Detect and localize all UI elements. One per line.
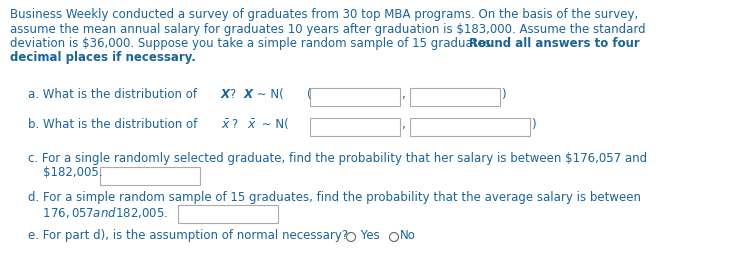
- Text: ?: ?: [232, 118, 242, 131]
- Text: ,: ,: [401, 88, 404, 101]
- FancyBboxPatch shape: [310, 88, 400, 106]
- Text: assume the mean annual salary for graduates 10 years after graduation is $183,00: assume the mean annual salary for gradua…: [10, 22, 646, 36]
- Text: Business Weekly conducted a survey of graduates from 30 top MBA programs. On the: Business Weekly conducted a survey of gr…: [10, 8, 638, 21]
- Text: b. What is the distribution of: b. What is the distribution of: [28, 118, 201, 131]
- Text: ): ): [531, 118, 536, 131]
- Text: ?: ?: [230, 88, 240, 101]
- Text: $176,057 and $182,005.: $176,057 and $182,005.: [28, 205, 168, 220]
- FancyBboxPatch shape: [100, 167, 200, 185]
- Text: $182,005.: $182,005.: [28, 167, 103, 179]
- Text: deviation is $36,000. Suppose you take a simple random sample of 15 graduates.: deviation is $36,000. Suppose you take a…: [10, 37, 498, 50]
- Text: ∼ N(: ∼ N(: [253, 88, 284, 101]
- Text: d. For a simple random sample of 15 graduates, find the probability that the ave: d. For a simple random sample of 15 grad…: [28, 190, 641, 204]
- Text: $\bar{x}$: $\bar{x}$: [247, 118, 257, 132]
- FancyBboxPatch shape: [178, 205, 278, 223]
- FancyBboxPatch shape: [410, 88, 500, 106]
- Text: c. For a single randomly selected graduate, find the probability that her salary: c. For a single randomly selected gradua…: [28, 152, 647, 165]
- Text: decimal places if necessary.: decimal places if necessary.: [10, 52, 196, 64]
- Text: X: X: [244, 88, 253, 101]
- FancyBboxPatch shape: [310, 118, 400, 136]
- Text: ∼ N(: ∼ N(: [258, 118, 289, 131]
- Text: $\bar{x}$: $\bar{x}$: [221, 118, 231, 132]
- Text: X: X: [221, 88, 230, 101]
- Text: Round all answers to four: Round all answers to four: [469, 37, 640, 50]
- Text: (: (: [307, 88, 312, 101]
- Text: a. What is the distribution of: a. What is the distribution of: [28, 88, 201, 101]
- Circle shape: [347, 232, 356, 241]
- Text: ): ): [501, 88, 506, 101]
- Circle shape: [389, 232, 398, 241]
- Text: e. For part d), is the assumption of normal necessary?: e. For part d), is the assumption of nor…: [28, 229, 348, 242]
- FancyBboxPatch shape: [410, 118, 530, 136]
- Text: Yes: Yes: [357, 229, 380, 242]
- Text: No: No: [400, 229, 416, 242]
- Text: ,: ,: [401, 118, 404, 131]
